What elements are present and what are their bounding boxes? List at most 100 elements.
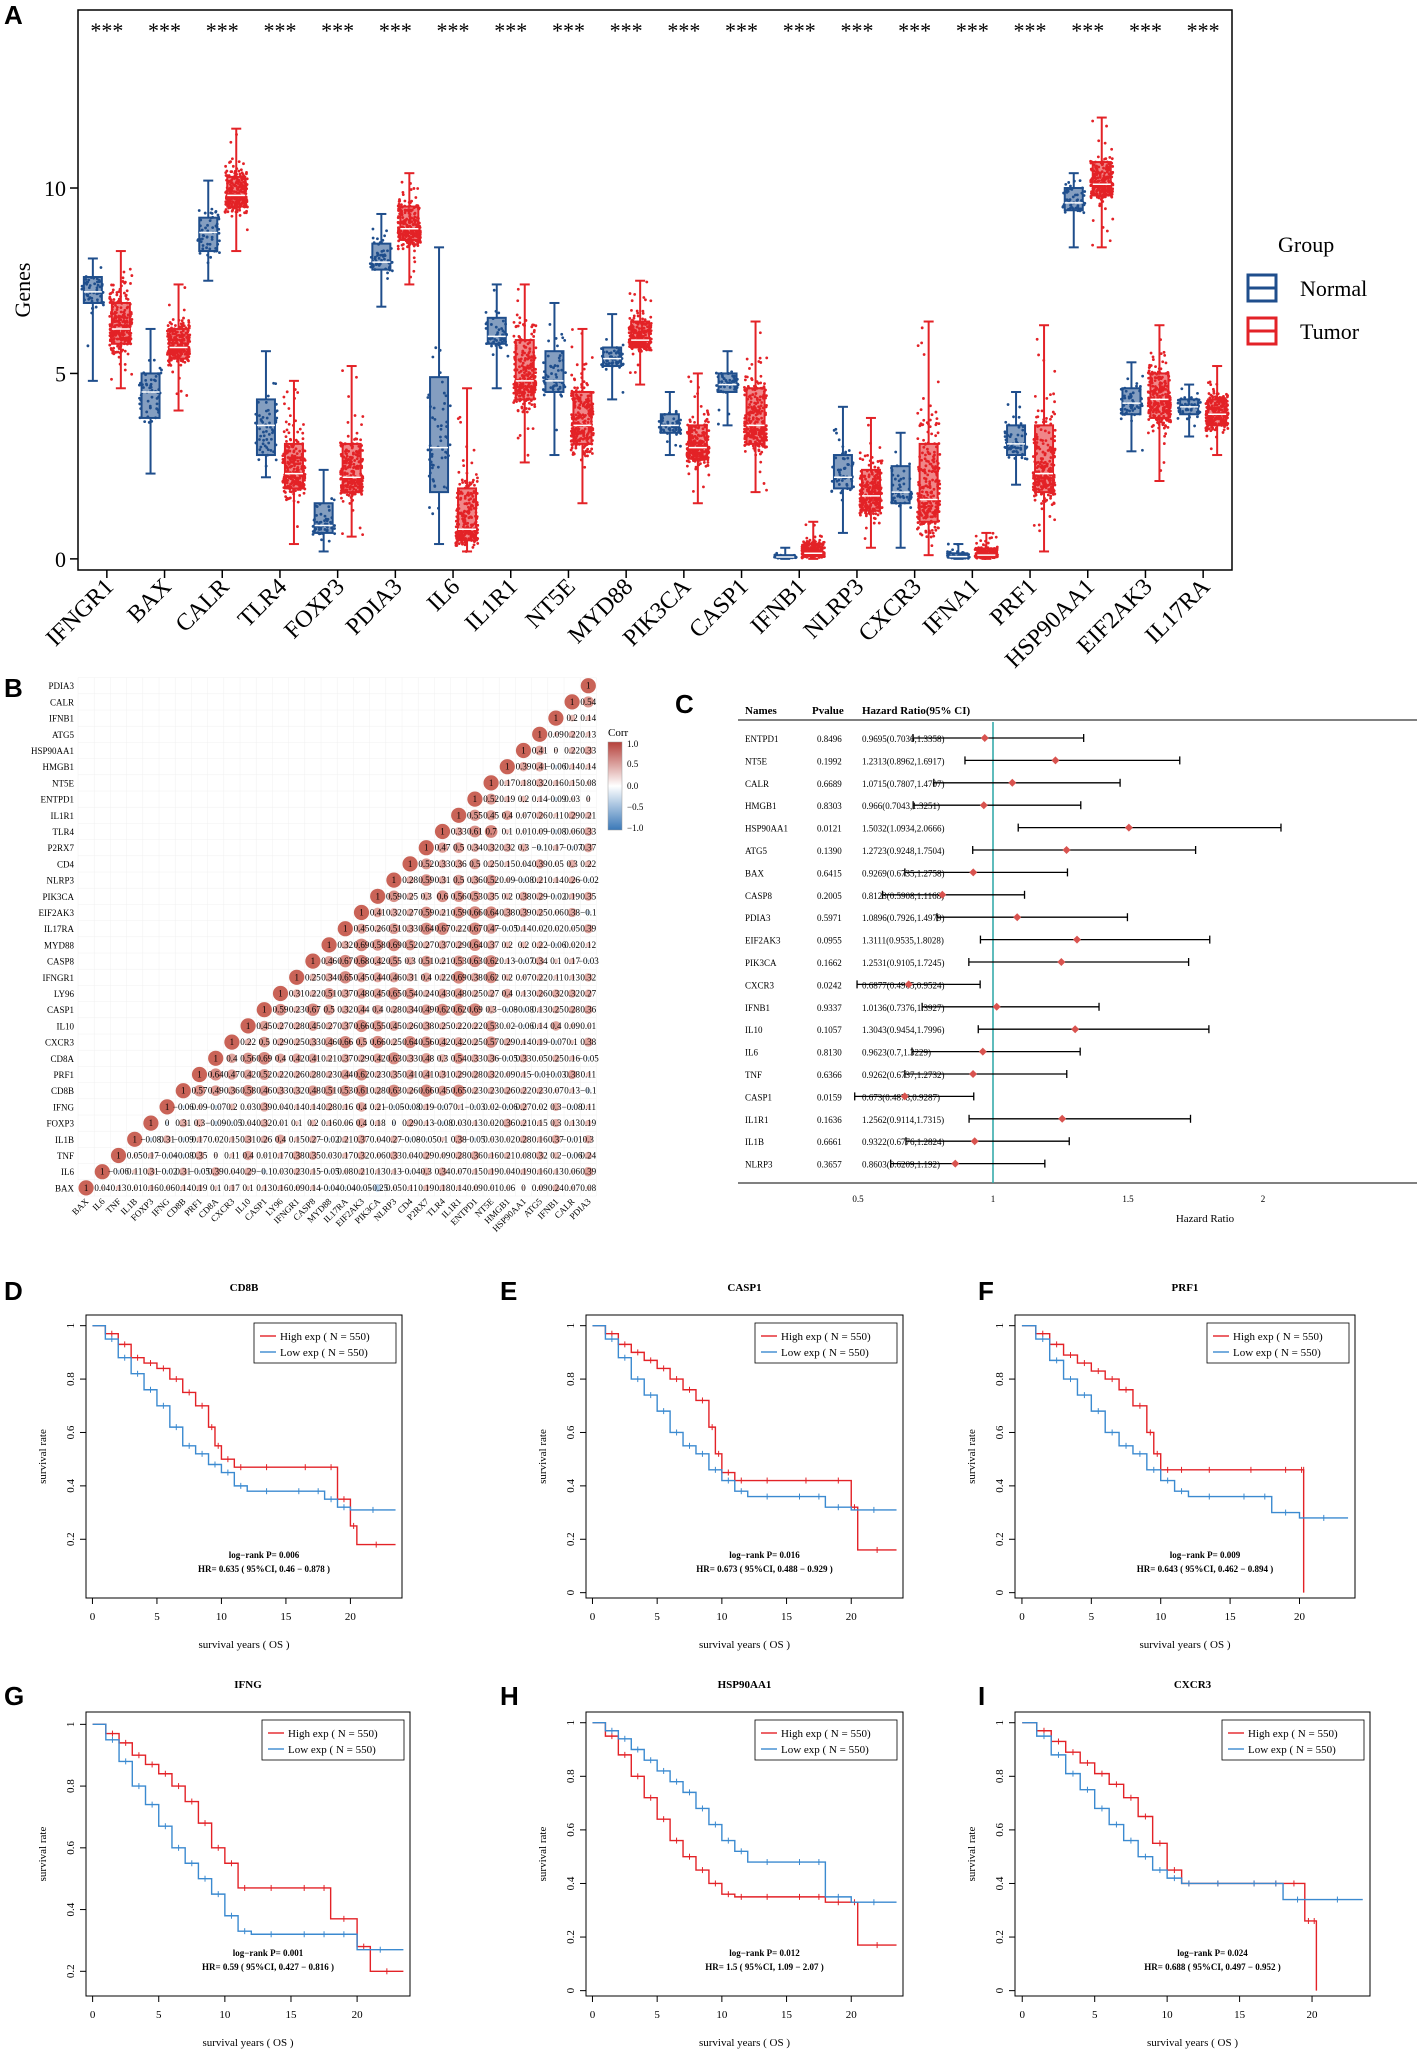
jitter-point <box>320 538 323 542</box>
jitter-point <box>473 483 476 487</box>
jitter-point <box>763 382 766 386</box>
jitter-point <box>412 269 416 273</box>
jitter-point <box>863 537 867 540</box>
jitter-point <box>628 317 632 320</box>
jitter-point <box>110 283 113 287</box>
jitter-point <box>224 164 228 168</box>
significance-marker: *** <box>840 18 873 43</box>
jitter-point <box>426 448 430 452</box>
box-normal-nlrp3 <box>830 405 855 534</box>
jitter-point <box>804 523 808 527</box>
box-iqr <box>832 454 853 490</box>
box-tumor-tlr4 <box>281 379 307 546</box>
jitter-point <box>910 492 914 496</box>
jitter-point <box>171 370 175 374</box>
jitter-point <box>470 461 474 465</box>
jitter-point <box>894 450 898 454</box>
panel-label-c: C <box>675 689 694 719</box>
jitter-point <box>448 404 452 408</box>
jitter-point <box>665 440 669 444</box>
jitter-point <box>530 403 534 407</box>
jitter-point <box>288 414 292 418</box>
significance-marker: *** <box>437 18 470 43</box>
jitter-point <box>218 251 221 255</box>
jitter-point <box>431 512 435 516</box>
jitter-point <box>563 338 567 342</box>
jitter-point <box>858 457 862 461</box>
jitter-point <box>401 247 405 251</box>
jitter-point <box>174 324 177 327</box>
jitter-point <box>169 363 173 367</box>
jitter-point <box>230 214 234 218</box>
jitter-point <box>633 370 637 374</box>
significance-marker: *** <box>898 18 931 43</box>
x-tick-label-foxp3: FOXP3 <box>280 574 350 644</box>
jitter-point <box>930 413 934 417</box>
jitter-point <box>531 427 535 431</box>
jitter-point <box>472 543 476 547</box>
jitter-point <box>341 532 344 536</box>
jitter-point <box>527 407 531 411</box>
jitter-point <box>457 470 461 474</box>
jitter-point <box>586 447 590 451</box>
jitter-point <box>347 395 351 398</box>
jitter-point <box>561 336 565 340</box>
jitter-point <box>282 395 286 399</box>
box-iqr <box>803 543 824 557</box>
jitter-point <box>924 529 928 533</box>
box-iqr <box>399 205 420 241</box>
jitter-point <box>285 440 288 443</box>
jitter-point <box>528 401 531 405</box>
jitter-point <box>877 521 881 525</box>
jitter-point <box>874 512 878 516</box>
box-tumor-ifnb1 <box>800 520 826 560</box>
jitter-point <box>167 363 171 367</box>
jitter-point <box>531 323 535 327</box>
jitter-point <box>583 444 587 448</box>
jitter-point <box>426 396 430 399</box>
box-normal-il6 <box>426 246 452 546</box>
jitter-point <box>471 478 475 482</box>
jitter-point <box>138 396 141 400</box>
box-normal-ifnb1 <box>773 546 798 560</box>
jitter-point <box>296 500 300 504</box>
jitter-point <box>908 462 911 466</box>
box-iqr <box>860 468 881 512</box>
jitter-point <box>628 292 632 295</box>
jitter-point <box>257 458 261 462</box>
jitter-point <box>360 423 363 427</box>
jitter-point <box>355 431 359 435</box>
legend-tumor-label: Tumor <box>1300 319 1360 344</box>
jitter-point <box>458 415 462 419</box>
jitter-point <box>757 449 761 453</box>
jitter-point <box>750 377 754 380</box>
panel-label-f: F <box>978 1276 994 1306</box>
significance-marker: *** <box>610 18 643 43</box>
jitter-point <box>934 410 938 414</box>
jitter-point <box>759 460 763 464</box>
jitter-point <box>758 356 762 360</box>
jitter-point <box>630 308 633 312</box>
x-tick-label-il6: IL6 <box>422 574 465 617</box>
jitter-point <box>209 211 213 215</box>
panel-label-g: G <box>4 1681 24 1711</box>
box-iqr <box>283 442 304 490</box>
jitter-point <box>929 535 933 539</box>
panel-label-d: D <box>4 1276 23 1306</box>
x-tick-label-bax: BAX <box>123 574 177 628</box>
jitter-point <box>564 371 567 375</box>
jitter-point <box>237 160 241 164</box>
jitter-point <box>346 434 350 438</box>
jitter-point <box>604 367 608 371</box>
box-tumor-foxp3 <box>339 365 365 538</box>
jitter-point <box>245 209 248 213</box>
box-iqr <box>226 175 247 208</box>
jitter-point <box>110 377 113 381</box>
box-tumor-calr <box>223 127 249 253</box>
jitter-point <box>167 303 171 307</box>
jitter-point <box>631 352 635 356</box>
jitter-point <box>880 459 884 463</box>
significance-marker: *** <box>263 18 296 43</box>
jitter-point <box>936 431 940 435</box>
jitter-point <box>533 403 536 406</box>
